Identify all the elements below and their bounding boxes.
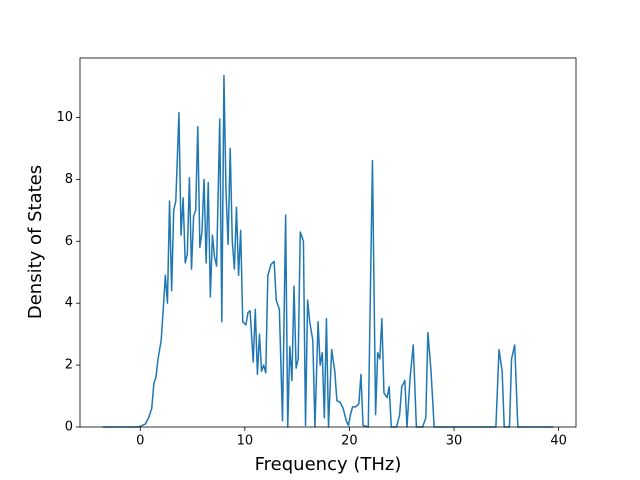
y-tick-label: 4 [65,296,73,311]
x-tick-label: 30 [446,434,463,449]
y-tick-label: 10 [56,110,73,125]
x-tick-label: 40 [550,434,567,449]
x-axis-label: Frequency (THz) [255,454,402,475]
x-tick-label: 20 [341,434,358,449]
y-tick-label: 8 [65,172,73,187]
y-tick-label: 2 [65,358,73,373]
plot-frame [79,57,577,428]
y-tick-label: 0 [65,420,73,435]
y-tick-label: 6 [65,234,73,249]
x-tick-label: 0 [136,434,144,449]
x-tick-label: 10 [237,434,254,449]
y-axis-label: Density of States [25,165,46,319]
